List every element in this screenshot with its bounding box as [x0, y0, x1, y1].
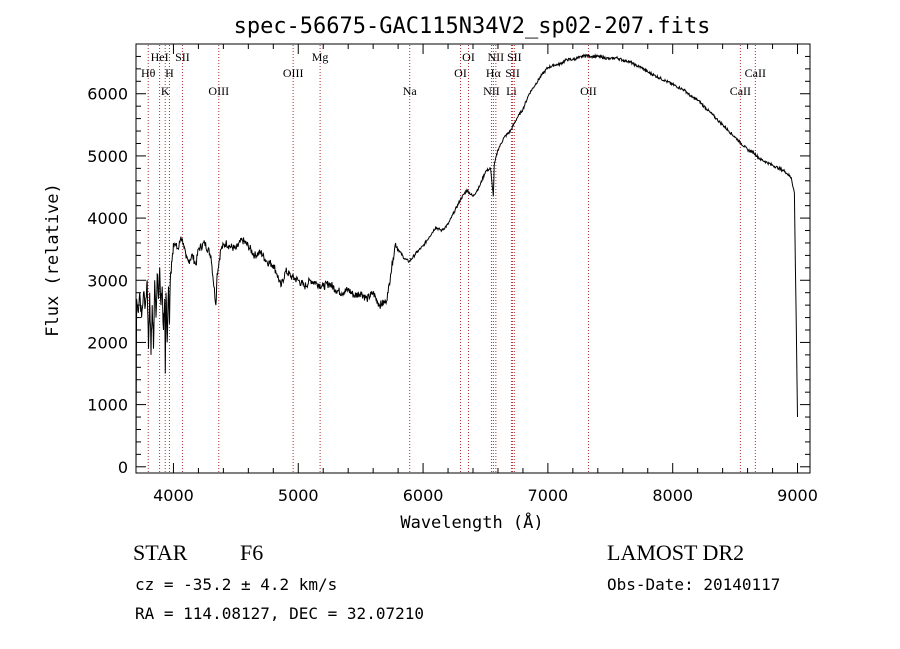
line-marker-label: NII — [488, 50, 505, 64]
spectral-line-markers: HθHeIKHSIIOIIIOIIIMgNaOIOINIIHαNIILiSIIS… — [141, 45, 766, 472]
survey-name: LAMOST DR2 — [607, 540, 745, 565]
y-tick-label: 0 — [118, 458, 128, 477]
line-marker-label: OIII — [208, 84, 229, 98]
y-tick-label: 4000 — [87, 209, 128, 228]
x-tick-label: 8000 — [652, 486, 693, 505]
line-marker-label: SII — [507, 50, 522, 64]
x-tick-label: 6000 — [403, 486, 444, 505]
line-marker-label: H — [165, 66, 174, 80]
line-marker-label: CaII — [730, 84, 751, 98]
x-tick-label: 5000 — [278, 486, 319, 505]
redshift-cz: cz = -35.2 ± 4.2 km/s — [135, 575, 338, 594]
coordinates: RA = 114.08127, DEC = 32.07210 — [135, 604, 424, 623]
line-marker-label: Mg — [312, 50, 329, 64]
y-tick-label: 5000 — [87, 147, 128, 166]
y-tick-label: 1000 — [87, 396, 128, 415]
line-marker-label: NII — [483, 84, 500, 98]
line-marker-label: OIII — [283, 66, 304, 80]
object-class: STAR — [133, 540, 188, 565]
observation-date: Obs-Date: 20140117 — [607, 575, 781, 594]
x-tick-label: 9000 — [777, 486, 818, 505]
y-tick-label: 2000 — [87, 333, 128, 352]
line-marker-label: Hα — [486, 66, 502, 80]
line-marker-label: Hθ — [141, 66, 156, 80]
y-tick-label: 6000 — [87, 85, 128, 104]
x-axis-label: Wavelength (Å) — [400, 511, 543, 533]
spectrum-line — [135, 53, 798, 467]
y-axis: 0 1000 2000 3000 4000 5000 6000 — [87, 55, 810, 477]
line-marker-label: Li — [506, 84, 517, 98]
x-tick-label: 4000 — [153, 486, 194, 505]
line-marker-label: OI — [462, 50, 475, 64]
line-marker-label: K — [161, 84, 170, 98]
line-marker-label: Na — [403, 84, 418, 98]
line-marker-label: SII — [175, 50, 190, 64]
line-marker-label: HeI — [151, 50, 169, 64]
line-marker-label: SII — [505, 66, 520, 80]
object-subclass: F6 — [240, 540, 264, 565]
line-marker-label: CaII — [745, 66, 766, 80]
y-axis-label: Flux (relative) — [43, 183, 63, 337]
x-axis: 4000 5000 6000 7000 8000 9000 — [153, 44, 818, 505]
line-marker-label: OI — [454, 66, 467, 80]
x-tick-label: 7000 — [528, 486, 569, 505]
plot-frame — [135, 43, 811, 474]
y-tick-label: 3000 — [87, 271, 128, 290]
chart-title: spec-56675-GAC115N34V2_sp02-207.fits — [234, 14, 711, 39]
line-marker-label: OII — [580, 84, 597, 98]
